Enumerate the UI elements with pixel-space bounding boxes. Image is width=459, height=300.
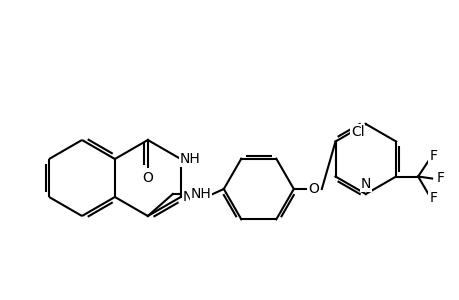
Text: O: O xyxy=(142,171,153,185)
Text: N: N xyxy=(360,177,370,191)
Text: F: F xyxy=(435,172,443,185)
Text: O: O xyxy=(308,182,319,196)
Text: F: F xyxy=(428,191,436,206)
Text: NH: NH xyxy=(190,187,211,201)
Text: F: F xyxy=(428,149,436,164)
Text: NH: NH xyxy=(179,152,200,166)
Text: Cl: Cl xyxy=(350,125,364,139)
Text: N: N xyxy=(182,190,192,204)
